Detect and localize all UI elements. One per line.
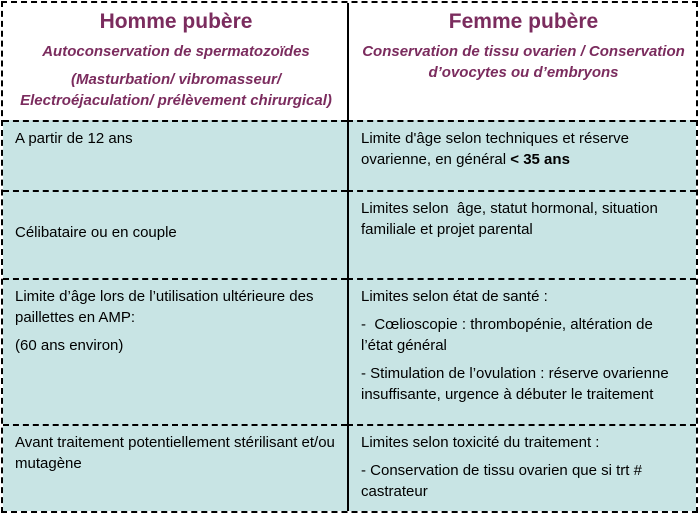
header-cell-femme: Femme pubère Conservation de tissu ovari… bbox=[347, 3, 696, 120]
column-subtitle-femme-1: Conservation de tissu ovarien / Conserva… bbox=[362, 43, 689, 82]
row1-cell-femme: Limite d'âge selon techniques et réserve… bbox=[347, 120, 696, 190]
row3-cell-homme: Limite d’âge lors de l’utilisation ultér… bbox=[3, 278, 347, 424]
row2-femme-text: Limites selon âge, statut hormonal, situ… bbox=[361, 200, 663, 238]
row2-homme-text: Célibataire ou en couple bbox=[15, 224, 177, 241]
row1-femme-text: Limite d'âge selon techniques et réserve… bbox=[361, 128, 686, 170]
row1-femme-text-normal: Limite d'âge selon techniques et réserve… bbox=[361, 130, 634, 168]
row4-cell-femme: Limites selon toxicité du traitement : -… bbox=[347, 424, 696, 511]
row3-femme-text-2: - Cœlioscopie : thrombopénie, altération… bbox=[361, 316, 657, 354]
column-subtitle-homme-1: Autoconservation de spermatozoïdes bbox=[42, 43, 310, 61]
row2-cell-femme: Limites selon âge, statut hormonal, situ… bbox=[347, 190, 696, 278]
row1-homme-text: A partir de 12 ans bbox=[15, 130, 133, 147]
row2-cell-homme: Célibataire ou en couple bbox=[3, 190, 347, 278]
column-title-femme: Femme pubère bbox=[448, 10, 599, 33]
row1-femme-text-bold: < 35 ans bbox=[510, 151, 570, 168]
row4-femme-text-1: Limites selon toxicité du traitement : bbox=[361, 434, 600, 451]
row4-cell-homme: Avant traitement potentiellement stérili… bbox=[3, 424, 347, 511]
header-cell-homme: Homme pubère Autoconservation de spermat… bbox=[3, 3, 347, 120]
row1-cell-homme: A partir de 12 ans bbox=[3, 120, 347, 190]
column-title-homme: Homme pubère bbox=[99, 10, 253, 33]
row3-femme-text-1: Limites selon état de santé : bbox=[361, 288, 548, 305]
row3-homme-text-1: Limite d’âge lors de l’utilisation ultér… bbox=[15, 288, 318, 326]
row3-homme-text-2: (60 ans environ) bbox=[15, 337, 124, 354]
row3-cell-femme: Limites selon état de santé : - Cœliosco… bbox=[347, 278, 696, 424]
row4-homme-text: Avant traitement potentiellement stérili… bbox=[15, 434, 340, 472]
row4-femme-text-2: - Conservation de tissu ovarien que si t… bbox=[361, 462, 647, 500]
row3-femme-text-3: - Stimulation de l’ovulation : réserve o… bbox=[361, 365, 673, 403]
column-subtitle-homme-2: (Masturbation/ vibromasseur/ Electroéjac… bbox=[20, 71, 332, 110]
